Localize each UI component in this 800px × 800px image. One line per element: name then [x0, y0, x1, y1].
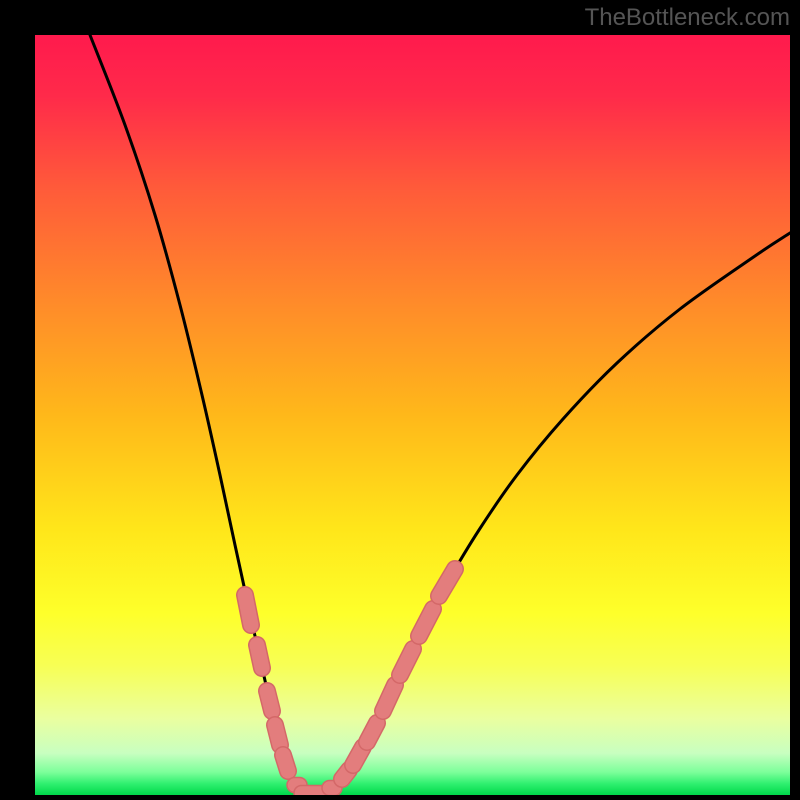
marker-capsule: [245, 595, 251, 625]
figure-root: TheBottleneck.com: [0, 0, 800, 800]
plot-area: [35, 35, 790, 795]
marker-capsule: [283, 755, 288, 771]
marker-capsule: [367, 723, 377, 742]
marker-capsule: [257, 645, 262, 668]
marker-capsule: [275, 725, 280, 745]
marker-capsule: [439, 569, 455, 596]
bottleneck-curve: [90, 35, 790, 793]
watermark-text: TheBottleneck.com: [585, 4, 790, 32]
curve-layer: [35, 35, 790, 795]
marker-capsule: [267, 691, 272, 711]
marker-group: [245, 569, 455, 795]
marker-capsule: [353, 747, 363, 765]
